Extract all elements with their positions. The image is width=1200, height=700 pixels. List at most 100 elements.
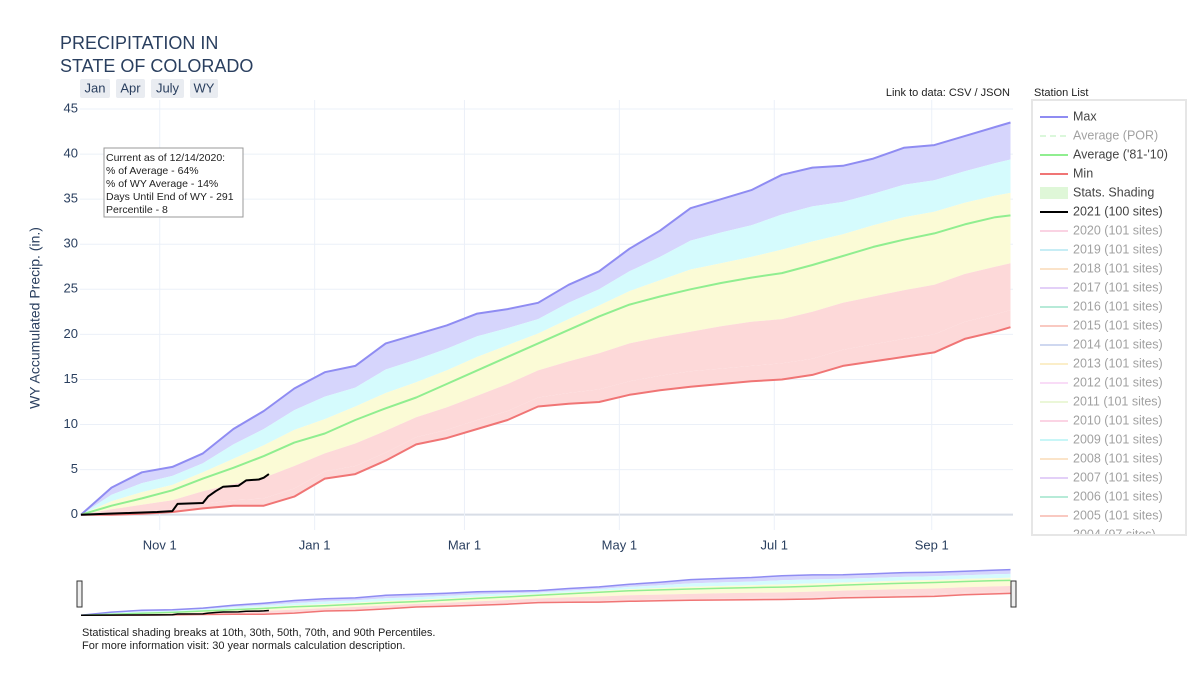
legend-item[interactable]: 2013 (101 sites) (1040, 356, 1163, 370)
series-line (81, 326, 1011, 516)
legend-label[interactable]: 2014 (101 sites) (1073, 337, 1163, 351)
annotation-line: % of WY Average - 14% (106, 178, 218, 190)
button-label[interactable]: WY (194, 80, 215, 95)
legend-item[interactable]: 2005 (101 sites) (1040, 508, 1163, 522)
legend-item[interactable]: 2012 (101 sites) (1040, 375, 1163, 389)
legend-label[interactable]: 2010 (101 sites) (1073, 413, 1163, 427)
button-label[interactable]: Apr (120, 80, 141, 95)
legend-item[interactable]: 2010 (101 sites) (1040, 413, 1163, 427)
legend-item[interactable]: 2020 (101 sites) (1040, 223, 1163, 237)
x-tick-label: Jan 1 (299, 537, 331, 552)
legend-label[interactable]: 2019 (101 sites) (1073, 242, 1163, 256)
legend-label[interactable]: 2011 (101 sites) (1073, 394, 1162, 408)
legend-item[interactable]: 2019 (101 sites) (1040, 242, 1163, 256)
legend-item[interactable]: Average ('81-'10) (1040, 147, 1168, 161)
x-tick-label: Mar 1 (448, 537, 481, 552)
legend-label[interactable]: 2007 (101 sites) (1073, 470, 1163, 484)
legend-item[interactable]: Stats. Shading (1040, 185, 1154, 199)
y-tick-label: 20 (64, 326, 78, 341)
range-button[interactable]: WY (190, 79, 218, 98)
legend-label[interactable]: Min (1073, 166, 1093, 180)
legend-item[interactable]: 2004 (97 sites) (1040, 527, 1156, 541)
legend-item[interactable]: Average (POR) (1040, 128, 1158, 142)
legend-label[interactable]: Stats. Shading (1073, 185, 1154, 199)
y-tick-label: 15 (64, 371, 78, 386)
legend-label[interactable]: 2018 (101 sites) (1073, 261, 1163, 275)
series-line (80, 568, 1011, 616)
range-slider[interactable] (80, 568, 1013, 620)
footnote: For more information visit: 30 year norm… (82, 640, 405, 652)
legend-item[interactable]: 2009 (101 sites) (1040, 432, 1163, 446)
legend-label[interactable]: 2020 (101 sites) (1073, 223, 1163, 237)
range-button[interactable]: Apr (116, 79, 145, 98)
legend-item[interactable]: 2014 (101 sites) (1040, 337, 1163, 351)
y-tick-label: 40 (64, 146, 78, 161)
annotation-line: Current as of 12/14/2020: (106, 152, 225, 164)
button-label[interactable]: July (156, 80, 180, 95)
series-line (81, 592, 1011, 616)
legend: Max Average (POR) Average ('81-'10) Min Stat… (1040, 109, 1168, 541)
legend-label[interactable]: 2016 (101 sites) (1073, 299, 1163, 313)
legend-label[interactable]: Max (1073, 109, 1097, 123)
y-tick-label: 45 (64, 100, 78, 115)
legend-label[interactable]: 2021 (100 sites) (1073, 204, 1163, 218)
series-line (80, 609, 269, 616)
legend-item[interactable]: 2021 (100 sites) (1040, 204, 1163, 218)
legend-item[interactable]: 2016 (101 sites) (1040, 299, 1163, 313)
stats-band (81, 122, 1011, 515)
legend-item[interactable]: 2011 (101 sites) (1040, 394, 1162, 408)
legend-item[interactable]: 2015 (101 sites) (1040, 318, 1163, 332)
legend-label[interactable]: 2005 (101 sites) (1073, 508, 1163, 522)
series-line (80, 121, 1011, 516)
legend-item[interactable]: 2008 (101 sites) (1040, 451, 1163, 465)
data-link[interactable]: Link to data: CSV / JSON (886, 87, 1010, 99)
button-bg (80, 79, 110, 98)
series-line (80, 473, 270, 516)
legend-label[interactable]: 2004 (97 sites) (1073, 527, 1156, 541)
legend-label[interactable]: 2012 (101 sites) (1073, 375, 1163, 389)
legend-label[interactable]: 2008 (101 sites) (1073, 451, 1163, 465)
range-button[interactable]: Jan (80, 79, 110, 98)
annotation-line: Days Until End of WY - 291 (106, 191, 234, 203)
legend-label[interactable]: 2013 (101 sites) (1073, 356, 1163, 370)
x-tick-label: Sep 1 (915, 537, 949, 552)
x-tick-label: May 1 (602, 537, 637, 552)
legend-label[interactable]: 2006 (101 sites) (1073, 489, 1163, 503)
y-tick-label: 0 (71, 506, 78, 521)
legend-item[interactable]: 2018 (101 sites) (1040, 261, 1163, 275)
stats-band (81, 569, 1011, 616)
legend-label[interactable]: 2009 (101 sites) (1073, 432, 1163, 446)
x-tick-label: Nov 1 (143, 537, 177, 552)
legend-swatch (1040, 187, 1068, 199)
annotation-line: % of Average - 64% (106, 165, 199, 177)
legend-label[interactable]: 2015 (101 sites) (1073, 318, 1163, 332)
y-tick-label: 25 (64, 281, 78, 296)
y-tick-label: 30 (64, 236, 78, 251)
annotation-line: Percentile - 8 (106, 204, 168, 216)
range-handle[interactable] (76, 580, 83, 608)
legend-item[interactable]: 2017 (101 sites) (1040, 280, 1163, 294)
button-label[interactable]: Jan (85, 80, 106, 95)
legend-item[interactable]: 2006 (101 sites) (1040, 489, 1163, 503)
legend-item[interactable]: Max (1040, 109, 1097, 123)
legend-box (1031, 99, 1187, 536)
annotation-box (103, 147, 244, 218)
chart-title: PRECIPITATION IN (60, 33, 218, 53)
range-handles[interactable] (76, 580, 1017, 608)
range-button[interactable]: July (151, 79, 184, 98)
legend-label[interactable]: Average (POR) (1073, 128, 1158, 142)
footnote: Statistical shading breaks at 10th, 30th… (82, 627, 435, 639)
legend-item[interactable]: Min (1040, 166, 1093, 180)
chart-title: STATE OF COLORADO (60, 56, 253, 76)
range-handle[interactable] (1010, 580, 1017, 608)
x-tick-label: Jul 1 (761, 537, 788, 552)
stats-band (81, 159, 1011, 515)
plot-area (80, 121, 1011, 516)
button-bg (190, 79, 218, 98)
legend-item[interactable]: 2007 (101 sites) (1040, 470, 1163, 484)
button-bg (116, 79, 145, 98)
legend-label[interactable]: Average ('81-'10) (1073, 147, 1168, 161)
stats-band (81, 263, 1011, 515)
legend-label[interactable]: 2017 (101 sites) (1073, 280, 1163, 294)
